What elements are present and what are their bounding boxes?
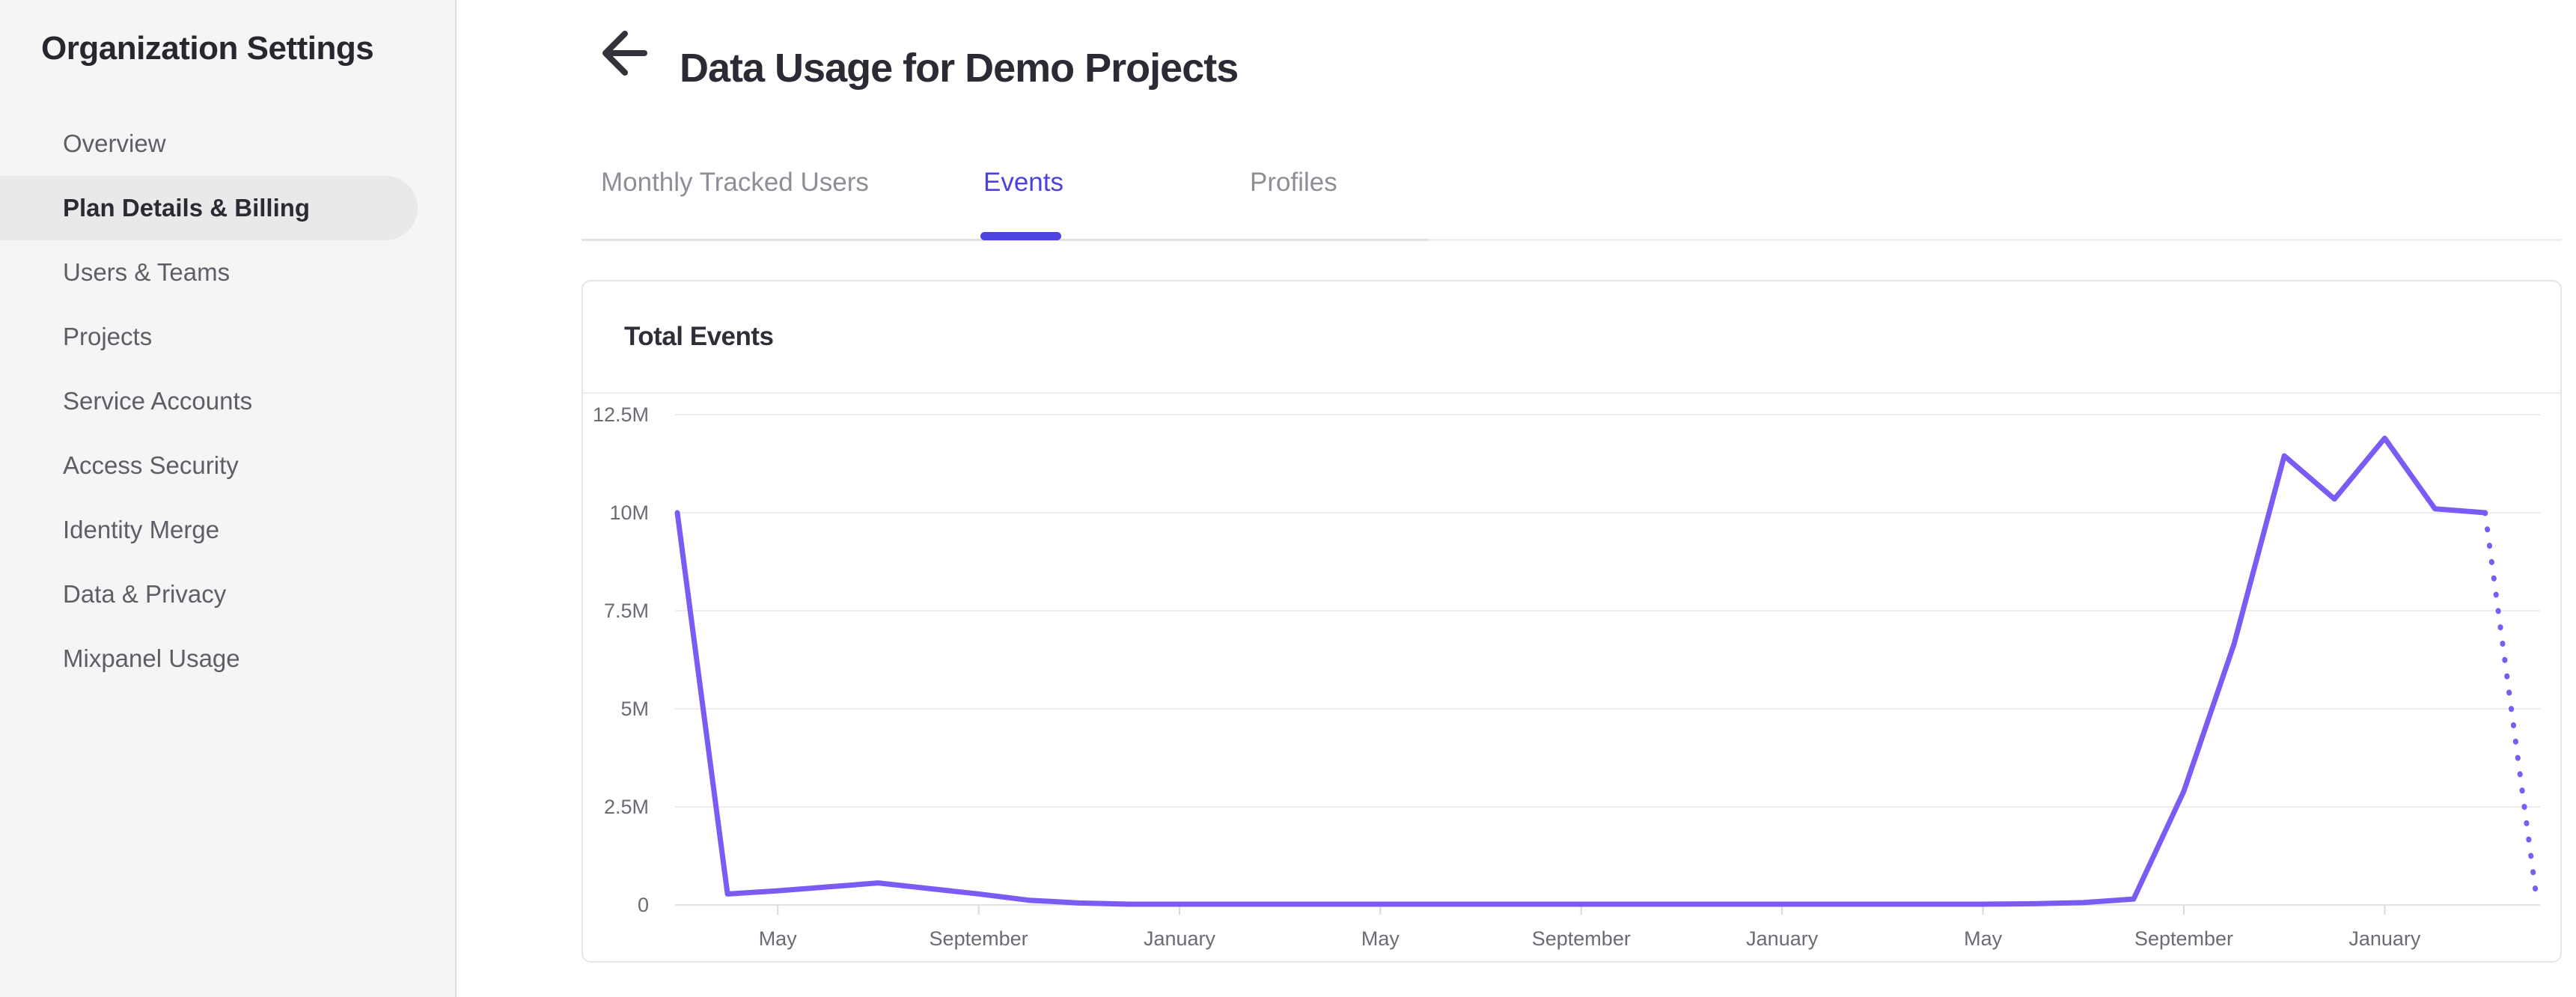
sidebar-nav: Overview Plan Details & Billing Users & … — [0, 112, 455, 691]
x-axis-label: January — [1144, 927, 1216, 950]
x-axis-label: September — [930, 927, 1028, 950]
x-axis-label: May — [1964, 927, 2003, 950]
sidebar-item-identity-merge[interactable]: Identity Merge — [63, 516, 220, 543]
active-tab-underline — [980, 232, 1061, 240]
page-title: Data Usage for Demo Projects — [680, 46, 1239, 91]
x-axis-label: May — [759, 927, 798, 950]
tab-profiles[interactable]: Profiles — [1250, 168, 1337, 197]
sidebar-title: Organization Settings — [41, 30, 374, 67]
left-arrow-icon — [601, 28, 647, 82]
back-button[interactable] — [590, 28, 659, 81]
y-axis-label: 2.5M — [604, 796, 649, 818]
x-axis-label: May — [1361, 927, 1400, 950]
card-title: Total Events — [624, 322, 774, 351]
tab-events[interactable]: Events — [983, 168, 1063, 197]
y-axis-label: 5M — [620, 698, 649, 720]
sidebar-item-users-teams[interactable]: Users & Teams — [63, 258, 231, 286]
sidebar-item-data-privacy[interactable]: Data & Privacy — [63, 580, 227, 608]
total-events-line-chart[interactable]: 0 2.5M 5M 7.5M 10M 12.5M May September January Ma… — [583, 395, 2560, 961]
x-axis-label: September — [2134, 927, 2233, 950]
y-axis-label: 12.5M — [593, 403, 649, 426]
x-axis-label: January — [2348, 927, 2421, 950]
y-axis-label: 10M — [609, 501, 649, 524]
tab-monthly-tracked-users[interactable]: Monthly Tracked Users — [601, 168, 869, 197]
sidebar-item-projects[interactable]: Projects — [63, 323, 153, 350]
sidebar-item-mixpanel-usage[interactable]: Mixpanel Usage — [63, 644, 240, 672]
sidebar-item-access-security[interactable]: Access Security — [63, 451, 239, 479]
x-axis-label: January — [1746, 927, 1819, 950]
sidebar-item-plan-details-billing[interactable]: Plan Details & Billing — [0, 176, 418, 240]
events-series-line — [674, 435, 2488, 907]
organization-settings-sidebar: Organization Settings Overview Plan Deta… — [0, 0, 457, 997]
y-axis-label: 0 — [638, 894, 649, 916]
card-header: Total Events — [583, 281, 2560, 394]
sidebar-item-service-accounts[interactable]: Service Accounts — [63, 387, 253, 415]
tabs-divider — [582, 239, 2562, 241]
total-events-card: Total Events 0 2.5M 5M 7.5M 10M 12.5M May Septe… — [582, 280, 2562, 963]
x-axis-label: September — [1532, 927, 1631, 950]
events-projection-dotted-line — [2482, 510, 2539, 892]
sidebar-item-overview[interactable]: Overview — [63, 129, 166, 157]
y-axis-label: 7.5M — [604, 600, 649, 622]
